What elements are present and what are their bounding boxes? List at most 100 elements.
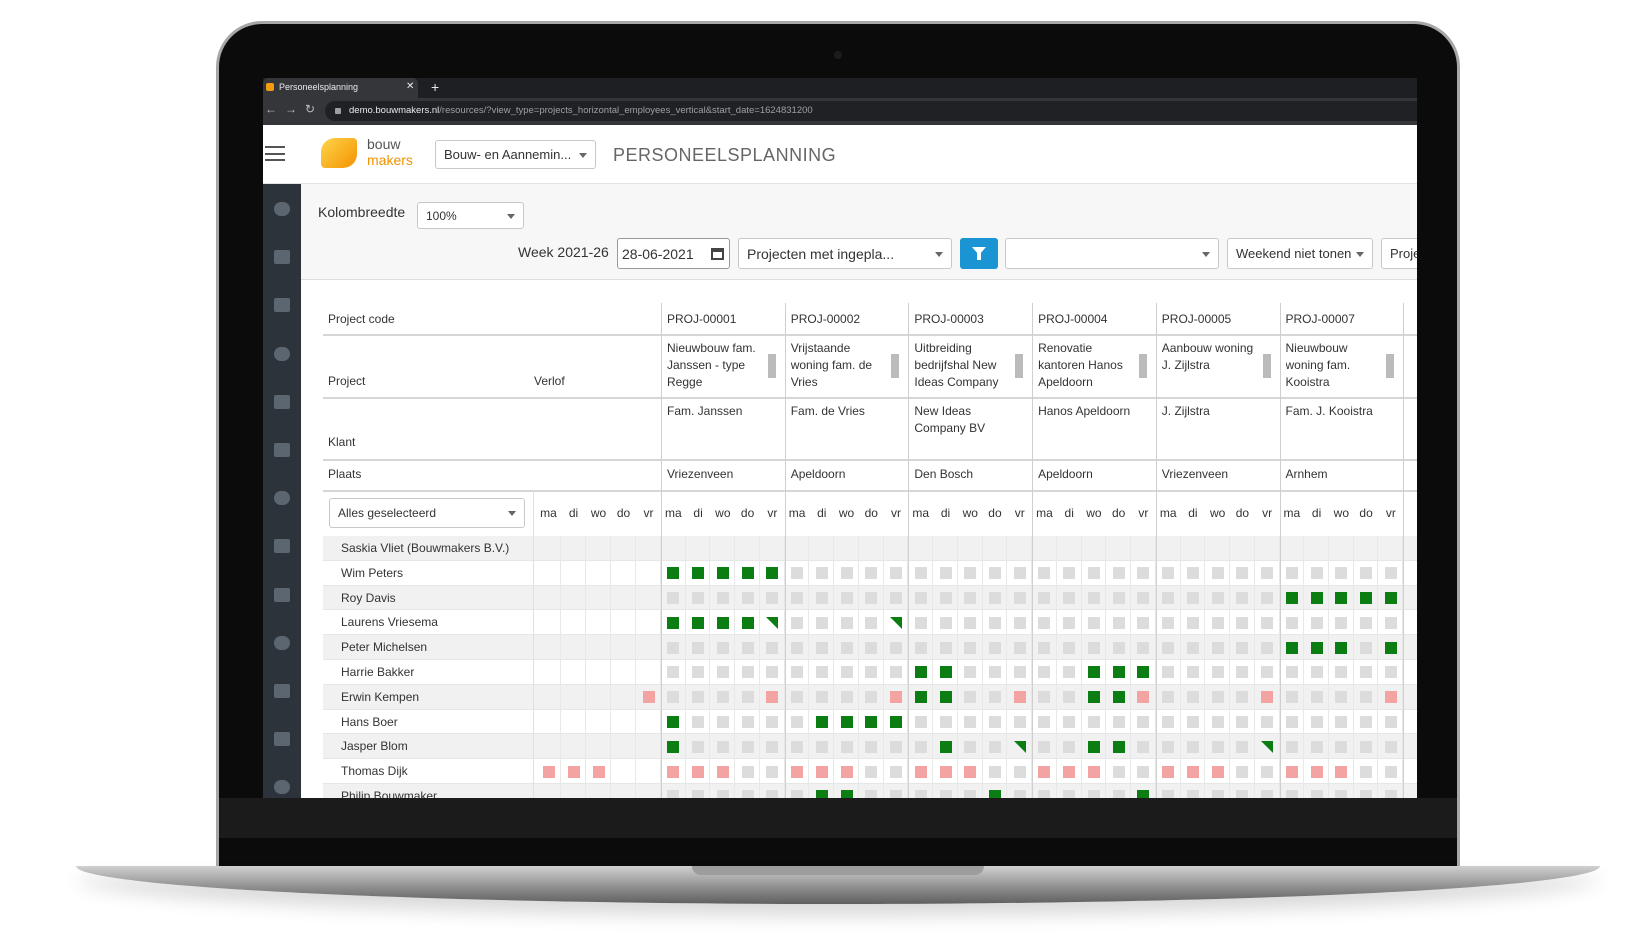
plan-cell[interactable]: [840, 641, 853, 654]
plan-cell[interactable]: [1162, 765, 1175, 778]
plan-cell[interactable]: [667, 790, 680, 798]
plan-cell[interactable]: [964, 765, 977, 778]
plan-cell[interactable]: [1112, 592, 1125, 604]
plan-cell[interactable]: [1335, 641, 1348, 654]
sidebar-icon[interactable]: [274, 443, 290, 457]
plan-cell[interactable]: [1038, 765, 1051, 778]
plan-cell[interactable]: [1285, 790, 1298, 798]
plan-cell[interactable]: [741, 790, 754, 798]
plan-cell[interactable]: [1186, 666, 1199, 679]
plan-cell[interactable]: [1360, 765, 1373, 778]
plan-cell[interactable]: [692, 716, 705, 728]
plan-cell[interactable]: [1384, 616, 1397, 629]
plan-cell[interactable]: [1310, 592, 1323, 604]
new-tab[interactable]: +: [431, 79, 440, 95]
plan-cell[interactable]: [914, 740, 927, 753]
plan-cell[interactable]: [1013, 765, 1026, 778]
plan-cell[interactable]: [791, 592, 804, 604]
plan-cell[interactable]: [791, 641, 804, 654]
plan-cell[interactable]: [692, 691, 705, 704]
plan-cell[interactable]: [890, 740, 903, 753]
plan-cell[interactable]: [716, 616, 729, 629]
plan-cell[interactable]: [1087, 567, 1100, 580]
plan-cell[interactable]: [1360, 641, 1373, 654]
plan-cell[interactable]: [1013, 666, 1026, 679]
plan-cell[interactable]: [692, 790, 705, 798]
plan-cell[interactable]: [988, 765, 1001, 778]
plan-cell[interactable]: [815, 691, 828, 704]
company-select[interactable]: Bouw- en Aannemin...: [435, 140, 596, 169]
plan-cell[interactable]: [1137, 790, 1150, 798]
plan-cell[interactable]: [1112, 641, 1125, 654]
plan-cell[interactable]: [964, 691, 977, 704]
plan-cell[interactable]: [741, 567, 754, 580]
plan-cell[interactable]: [1162, 616, 1175, 629]
plan-cell[interactable]: [1013, 567, 1026, 580]
plan-cell[interactable]: [1087, 616, 1100, 629]
plan-cell[interactable]: [1013, 641, 1026, 654]
plan-cell[interactable]: [1335, 616, 1348, 629]
plan-cell[interactable]: [939, 716, 952, 728]
plan-cell[interactable]: [592, 765, 605, 778]
plan-cell[interactable]: [840, 740, 853, 753]
plan-cell[interactable]: [1211, 765, 1224, 778]
plan-cell[interactable]: [741, 641, 754, 654]
employee-filter[interactable]: Alles geselecteerd: [329, 498, 525, 528]
plan-cell[interactable]: [914, 592, 927, 604]
plan-cell[interactable]: [667, 616, 680, 629]
plan-cell[interactable]: [939, 616, 952, 629]
plan-cell[interactable]: [1063, 567, 1076, 580]
plan-cell[interactable]: [1211, 740, 1224, 753]
sidebar-icon[interactable]: [274, 491, 290, 506]
plan-cell[interactable]: [988, 716, 1001, 728]
plan-cell[interactable]: [1285, 567, 1298, 580]
plan-cell[interactable]: [716, 740, 729, 753]
plan-cell[interactable]: [964, 666, 977, 679]
plan-cell[interactable]: [815, 641, 828, 654]
plan-cell[interactable]: [1063, 666, 1076, 679]
plan-cell[interactable]: [815, 592, 828, 604]
plan-cell[interactable]: [1384, 716, 1397, 728]
plan-cell[interactable]: [939, 567, 952, 580]
plan-cell[interactable]: [667, 567, 680, 580]
plan-cell[interactable]: [1384, 790, 1397, 798]
plan-cell[interactable]: [1112, 740, 1125, 753]
plan-cell[interactable]: [1211, 666, 1224, 679]
plan-cell[interactable]: [1236, 592, 1249, 604]
plan-cell[interactable]: [1087, 666, 1100, 679]
menu-button[interactable]: [265, 146, 285, 161]
plan-cell[interactable]: [1112, 666, 1125, 679]
plan-cell[interactable]: [667, 592, 680, 604]
plan-cell[interactable]: [1162, 716, 1175, 728]
plan-cell[interactable]: [890, 666, 903, 679]
plan-cell[interactable]: [1384, 592, 1397, 604]
plan-cell[interactable]: [1310, 790, 1323, 798]
plan-cell[interactable]: [1236, 716, 1249, 728]
plan-cell[interactable]: [1137, 666, 1150, 679]
plan-cell[interactable]: [964, 716, 977, 728]
sidebar-icon[interactable]: [274, 539, 290, 554]
plan-cell[interactable]: [716, 666, 729, 679]
plan-cell[interactable]: [1038, 641, 1051, 654]
plan-cell[interactable]: [865, 641, 878, 654]
sidebar-icon[interactable]: [274, 346, 290, 361]
plan-cell[interactable]: [914, 790, 927, 798]
plan-cell[interactable]: [1162, 592, 1175, 604]
plan-cell[interactable]: [716, 790, 729, 798]
plan-cell[interactable]: [692, 641, 705, 654]
tab-close[interactable]: ✕: [406, 81, 415, 92]
plan-cell[interactable]: [667, 691, 680, 704]
sidebar-icon[interactable]: [274, 202, 290, 216]
partial-button[interactable]: Proje: [1381, 238, 1417, 269]
plan-cell[interactable]: [791, 616, 804, 629]
plan-cell[interactable]: [766, 592, 779, 604]
plan-cell[interactable]: [914, 616, 927, 629]
plan-cell[interactable]: [1285, 641, 1298, 654]
plan-cell[interactable]: [1063, 740, 1076, 753]
plan-cell[interactable]: [939, 666, 952, 679]
plan-cell[interactable]: [741, 592, 754, 604]
plan-cell[interactable]: [1360, 790, 1373, 798]
plan-cell[interactable]: [988, 666, 1001, 679]
plan-cell[interactable]: [1236, 691, 1249, 704]
plan-cell[interactable]: [766, 691, 779, 704]
